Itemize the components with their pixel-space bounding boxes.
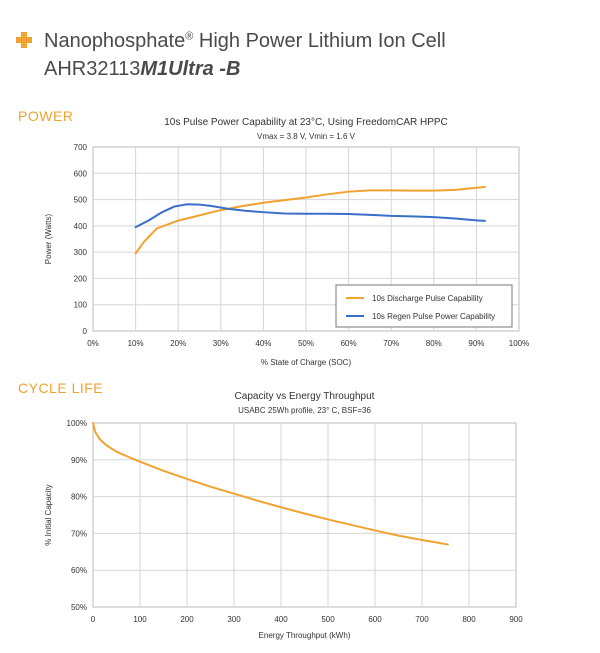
- model-prefix: AHR32113: [44, 58, 141, 80]
- x-tick-label: 0: [91, 615, 96, 624]
- legend-box: [335, 284, 513, 328]
- x-axis-label: Energy Throughput (kWh): [259, 631, 351, 640]
- y-tick-label: 400: [74, 222, 88, 231]
- y-tick-label: 600: [74, 169, 88, 178]
- model-brand-mark: M1: [140, 58, 169, 80]
- x-tick-label: 300: [227, 615, 241, 624]
- y-tick-label: 0: [83, 327, 88, 336]
- chart-legend: 10s Discharge Pulse Capability 10s Regen …: [335, 284, 513, 328]
- y-tick-label: 100: [74, 301, 88, 310]
- y-tick-label: 500: [74, 196, 88, 205]
- chart-subtitle: USABC 25Wh profile, 23° C, BSF=36: [238, 406, 371, 415]
- y-tick-label: 90%: [71, 456, 87, 465]
- model-suffix: Ultra -B: [168, 58, 241, 80]
- chart-title: 10s Pulse Power Capability at 23°C, Usin…: [164, 117, 448, 128]
- model-name: AHR32113M1Ultra -B: [44, 58, 240, 81]
- y-tick-label: 200: [74, 274, 88, 283]
- x-tick-label: 50%: [298, 339, 314, 348]
- chart-subtitle: Vmax = 3.8 V, Vmin = 1.6 V: [257, 132, 356, 141]
- x-tick-label: 80%: [426, 339, 442, 348]
- page-title: Nanophosphate® High Power Lithium Ion Ce…: [44, 30, 446, 53]
- y-tick-label: 70%: [71, 529, 87, 538]
- x-tick-label: 60%: [341, 339, 357, 348]
- x-tick-label: 100: [133, 615, 147, 624]
- legend-label-1: 10s Discharge Pulse Capability: [372, 294, 483, 303]
- section-cycle-life: CYCLE LIFE: [18, 380, 104, 396]
- x-tick-label: 0%: [87, 339, 99, 348]
- plus-icon: [16, 32, 32, 48]
- series-line-2: [134, 203, 486, 229]
- title-product-desc: High Power Lithium Ion Cell: [193, 30, 446, 52]
- legend-label-2: 10s Regen Pulse Power Capability: [372, 312, 495, 321]
- x-tick-label: 30%: [213, 339, 229, 348]
- y-tick-label: 100%: [67, 419, 87, 428]
- x-tick-label: 90%: [468, 339, 484, 348]
- y-tick-label: 60%: [71, 566, 87, 575]
- series-line-1: [134, 185, 486, 255]
- x-tick-label: 600: [368, 615, 382, 624]
- x-tick-label: 100%: [509, 339, 529, 348]
- y-tick-label: 700: [74, 143, 88, 152]
- x-tick-label: 700: [415, 615, 429, 624]
- series-line-1: [92, 422, 449, 546]
- chart-2: Capacity vs Energy Throughput USABC 25Wh …: [44, 391, 523, 640]
- x-tick-label: 40%: [255, 339, 271, 348]
- x-tick-label: 20%: [170, 339, 186, 348]
- plot-area: [92, 422, 517, 608]
- chart-title: Capacity vs Energy Throughput: [235, 391, 375, 402]
- y-tick-label: 50%: [71, 603, 87, 612]
- chart-1: 10s Pulse Power Capability at 23°C, Usin…: [44, 117, 529, 367]
- x-tick-label: 800: [462, 615, 476, 624]
- x-tick-label: 70%: [383, 339, 399, 348]
- y-axis-label: % Initial Capacity: [44, 484, 53, 545]
- y-tick-label: 80%: [71, 493, 87, 502]
- x-tick-label: 400: [274, 615, 288, 624]
- x-tick-label: 200: [180, 615, 194, 624]
- x-tick-label: 900: [509, 615, 523, 624]
- title-product-name: Nanophosphate: [44, 30, 186, 52]
- x-tick-label: 500: [321, 615, 335, 624]
- y-tick-label: 300: [74, 248, 88, 257]
- y-axis-label: Power (Watts): [44, 213, 53, 264]
- x-tick-label: 10%: [128, 339, 144, 348]
- x-axis-label: % State of Charge (SOC): [261, 358, 352, 367]
- registered-mark: ®: [185, 30, 194, 43]
- section-power: POWER: [18, 108, 74, 124]
